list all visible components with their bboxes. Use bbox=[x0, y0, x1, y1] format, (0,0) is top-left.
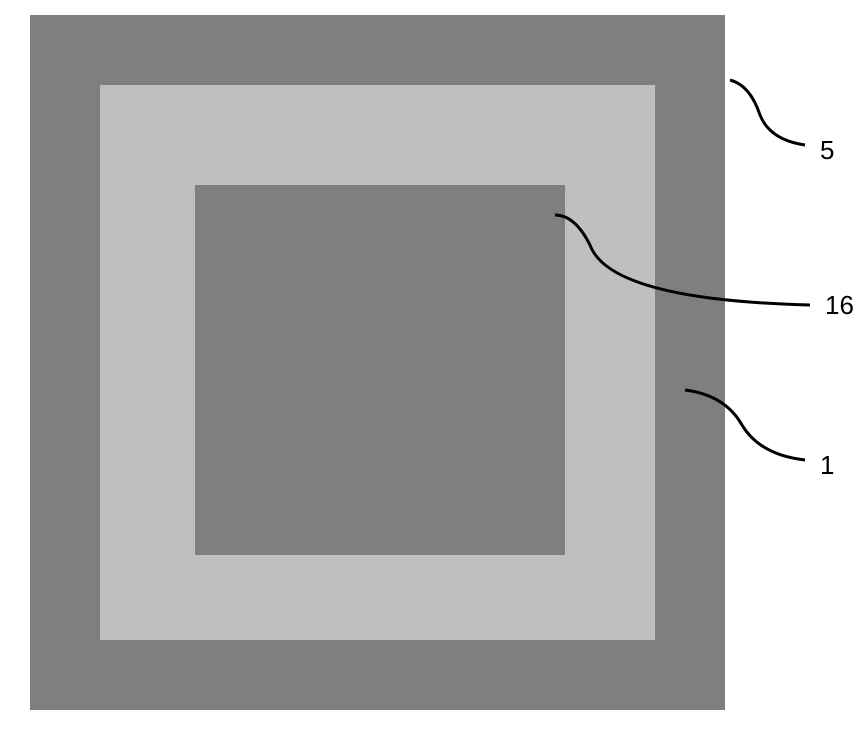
callout-16-label: 16 bbox=[825, 290, 854, 321]
callout-5-label: 5 bbox=[820, 135, 834, 166]
callout-5-line bbox=[730, 80, 805, 145]
inner-square bbox=[195, 185, 565, 555]
callout-1-label: 1 bbox=[820, 450, 834, 481]
